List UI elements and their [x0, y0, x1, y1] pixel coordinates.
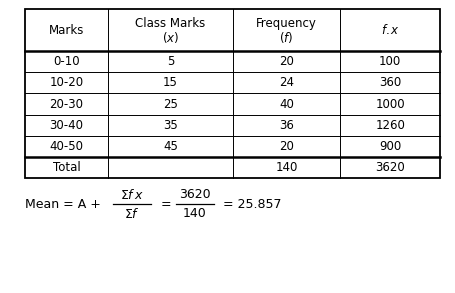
- Text: Frequency: Frequency: [256, 17, 316, 30]
- Text: 10-20: 10-20: [50, 76, 83, 89]
- Text: =: =: [160, 198, 171, 211]
- Text: Mean = A +: Mean = A +: [25, 198, 105, 211]
- Text: 30-40: 30-40: [50, 119, 83, 132]
- Text: 5: 5: [166, 55, 174, 68]
- Text: 1260: 1260: [374, 119, 404, 132]
- Text: 360: 360: [378, 76, 400, 89]
- Text: 45: 45: [162, 140, 177, 153]
- Text: 100: 100: [378, 55, 400, 68]
- Text: 900: 900: [378, 140, 400, 153]
- Text: $\Sigma f$: $\Sigma f$: [124, 207, 140, 221]
- Text: Total: Total: [53, 161, 80, 174]
- Text: 36: 36: [278, 119, 293, 132]
- Text: $(f)$: $(f)$: [279, 30, 293, 45]
- Text: 3620: 3620: [178, 188, 210, 201]
- Text: 140: 140: [275, 161, 297, 174]
- Text: 20: 20: [278, 140, 293, 153]
- Bar: [25, 9, 439, 178]
- Text: 0-10: 0-10: [53, 55, 80, 68]
- Text: 15: 15: [162, 76, 177, 89]
- Text: Marks: Marks: [49, 23, 84, 37]
- Text: 35: 35: [162, 119, 177, 132]
- Text: = 25.857: = 25.857: [222, 198, 281, 211]
- Text: 140: 140: [182, 207, 206, 220]
- Text: Class Marks: Class Marks: [135, 17, 205, 30]
- Text: $f$.$\,x$: $f$.$\,x$: [380, 23, 399, 37]
- Text: $(x)$: $(x)$: [162, 30, 178, 45]
- Text: $\Sigma f\,x$: $\Sigma f\,x$: [120, 188, 144, 202]
- Text: 3620: 3620: [374, 161, 404, 174]
- Text: 25: 25: [162, 98, 177, 110]
- Text: 1000: 1000: [374, 98, 404, 110]
- Text: 20-30: 20-30: [50, 98, 83, 110]
- Text: 20: 20: [278, 55, 293, 68]
- Text: 24: 24: [278, 76, 293, 89]
- Text: 40-50: 40-50: [50, 140, 83, 153]
- Text: 40: 40: [278, 98, 293, 110]
